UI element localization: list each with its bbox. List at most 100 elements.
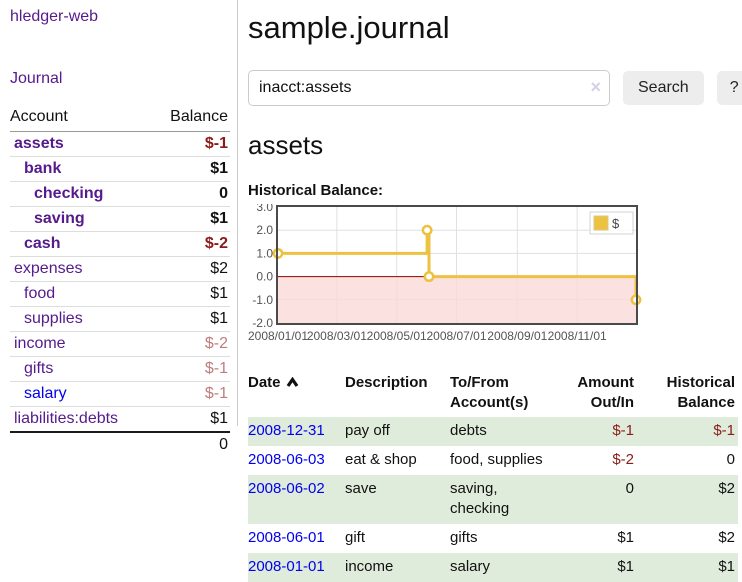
register-body: 2008-12-31 pay off debts $-1 $-1 2008-06-03 ea… bbox=[248, 417, 738, 582]
account-link[interactable]: gifts bbox=[24, 360, 54, 377]
x-axis-tick-label: 2008/07/01 bbox=[426, 329, 486, 343]
x-axis-tick-label: 2008/03/01 bbox=[307, 329, 367, 343]
account-link[interactable]: supplies bbox=[24, 310, 83, 327]
register-cell-balance: $1 bbox=[718, 558, 735, 575]
account-name-cell: assets bbox=[10, 132, 152, 157]
account-balance: $-2 bbox=[204, 335, 228, 352]
search-form: × Search ? bbox=[248, 70, 742, 106]
total-balance: 0 bbox=[151, 431, 230, 457]
account-row: gifts $-1 bbox=[10, 356, 230, 382]
account-tree-body: assets $-1 bank $1 checking 0 saving $1 cash $-2 e… bbox=[10, 132, 230, 433]
account-row: expenses $2 bbox=[10, 256, 230, 282]
clear-search-icon[interactable]: × bbox=[590, 77, 601, 97]
x-axis-tick-label: 2008/11/01 bbox=[548, 329, 607, 343]
register-cell-date: 2008-01-01 bbox=[248, 553, 345, 582]
account-row: assets $-1 bbox=[10, 132, 230, 157]
negative-region-fill bbox=[278, 276, 636, 323]
help-button[interactable]: ? bbox=[716, 71, 742, 105]
account-row: bank $1 bbox=[10, 156, 230, 182]
x-axis-tick-label: 2008/09/01 bbox=[487, 329, 547, 343]
account-balance: $-1 bbox=[204, 360, 228, 377]
account-link[interactable]: saving bbox=[34, 210, 85, 227]
app-title-link[interactable]: hledger-web bbox=[10, 8, 99, 25]
register-header-description: Description bbox=[345, 374, 428, 391]
account-balance: $-1 bbox=[204, 135, 228, 152]
account-row: supplies $1 bbox=[10, 306, 230, 332]
account-name-cell: expenses bbox=[10, 257, 152, 282]
register-cell-accounts: gifts bbox=[450, 524, 562, 553]
account-line: checking bbox=[450, 500, 510, 517]
balance-chart: $3.0 2.0 1.0 0.0 -1.0 -2.0 2008/01/01 2008/03/0… bbox=[248, 200, 742, 359]
register-cell-description: income bbox=[345, 558, 394, 575]
transaction-date-link[interactable]: 2008-06-01 bbox=[248, 529, 325, 546]
account-name-cell: checking bbox=[10, 182, 152, 207]
sidebar-divider bbox=[237, 0, 238, 426]
account-name-cell: salary bbox=[10, 382, 152, 407]
account-balance: $-1 bbox=[204, 385, 228, 402]
main-content: sample.journal × Search ? assets Histori… bbox=[237, 0, 742, 582]
search-input-wrapper: × bbox=[248, 70, 610, 106]
account-link[interactable]: liabilities:debts bbox=[14, 410, 119, 427]
register-header-balance: Historical Balance bbox=[666, 374, 735, 411]
account-line: debts bbox=[450, 422, 487, 439]
account-balance: $1 bbox=[210, 160, 228, 177]
search-button[interactable]: Search bbox=[623, 71, 704, 105]
register-row: 2008-06-03 eat & shop food, supplies $-2 0 bbox=[248, 446, 738, 475]
register-cell-balance: 0 bbox=[726, 451, 735, 468]
plot-border bbox=[276, 205, 638, 325]
x-axis-tick-label: 2008/01/01 bbox=[248, 329, 308, 343]
account-tree-total-row: 0 bbox=[10, 431, 230, 457]
legend-label: $ bbox=[612, 216, 620, 231]
transaction-date-link[interactable]: 2008-06-02 bbox=[248, 480, 325, 497]
register-cell-amount: $1 bbox=[617, 558, 634, 575]
transaction-date-link[interactable]: 2008-06-03 bbox=[248, 451, 325, 468]
register-cell-date: 2008-06-03 bbox=[248, 446, 345, 475]
account-row: cash $-2 bbox=[10, 231, 230, 257]
register-row: 2008-01-01 income salary $1 $1 bbox=[248, 553, 738, 582]
sidebar-item-journal[interactable]: Journal bbox=[10, 70, 63, 87]
search-input[interactable] bbox=[248, 70, 610, 106]
account-link[interactable]: income bbox=[14, 335, 66, 352]
register-cell-accounts: salary bbox=[450, 553, 562, 582]
account-balance: 0 bbox=[219, 185, 228, 202]
account-balance: $1 bbox=[210, 210, 228, 227]
register-cell-accounts: saving, checking bbox=[450, 475, 562, 524]
register-cell-accounts: food, supplies bbox=[450, 446, 562, 475]
account-column-header: Account bbox=[10, 105, 152, 132]
account-row: checking 0 bbox=[10, 181, 230, 207]
register-cell-amount: 0 bbox=[625, 480, 634, 497]
transaction-date-link[interactable]: 2008-01-01 bbox=[248, 558, 325, 575]
account-row: liabilities:debts $1 bbox=[10, 406, 230, 433]
register-cell-accounts: debts bbox=[450, 417, 562, 446]
account-link[interactable]: assets bbox=[14, 135, 64, 152]
account-row: saving $1 bbox=[10, 206, 230, 232]
register-header-date[interactable]: Date bbox=[248, 371, 345, 417]
account-name-cell: cash bbox=[10, 232, 152, 257]
register-row: 2008-06-01 gift gifts $1 $2 bbox=[248, 524, 738, 553]
y-axis-tick-label: 2.0 bbox=[256, 223, 273, 237]
y-axis-tick-label: 3.0 bbox=[256, 204, 273, 214]
data-point-marker bbox=[423, 271, 435, 283]
register-cell-description: pay off bbox=[345, 422, 390, 439]
account-link[interactable]: bank bbox=[24, 160, 62, 177]
register-table: Date Description To/From Account(s) Amou… bbox=[248, 371, 738, 582]
balance-chart-svg: $3.0 2.0 1.0 0.0 -1.0 -2.02008/01/012008/03/0… bbox=[248, 200, 642, 343]
account-name-cell: bank bbox=[10, 157, 152, 182]
account-link[interactable]: expenses bbox=[14, 260, 83, 277]
account-line: food, supplies bbox=[450, 451, 543, 468]
register-cell-amount: $-2 bbox=[612, 451, 634, 468]
account-link[interactable]: food bbox=[24, 285, 56, 302]
balance-column-header: Balance bbox=[151, 105, 230, 132]
account-link[interactable]: checking bbox=[34, 185, 104, 202]
transaction-date-link[interactable]: 2008-12-31 bbox=[248, 422, 325, 439]
data-point-marker bbox=[421, 224, 433, 236]
account-balance: $2 bbox=[210, 260, 228, 277]
chart-heading: Historical Balance: bbox=[248, 182, 384, 199]
x-axis-tick-label: 2008/05/01 bbox=[367, 329, 427, 343]
account-link[interactable]: cash bbox=[24, 235, 61, 252]
account-row: food $1 bbox=[10, 281, 230, 307]
sidebar: hledger-web Journal Account Balance asse… bbox=[0, 0, 237, 582]
register-cell-description: gift bbox=[345, 529, 366, 546]
account-link[interactable]: salary bbox=[24, 385, 67, 402]
register-cell-description: eat & shop bbox=[345, 451, 417, 468]
